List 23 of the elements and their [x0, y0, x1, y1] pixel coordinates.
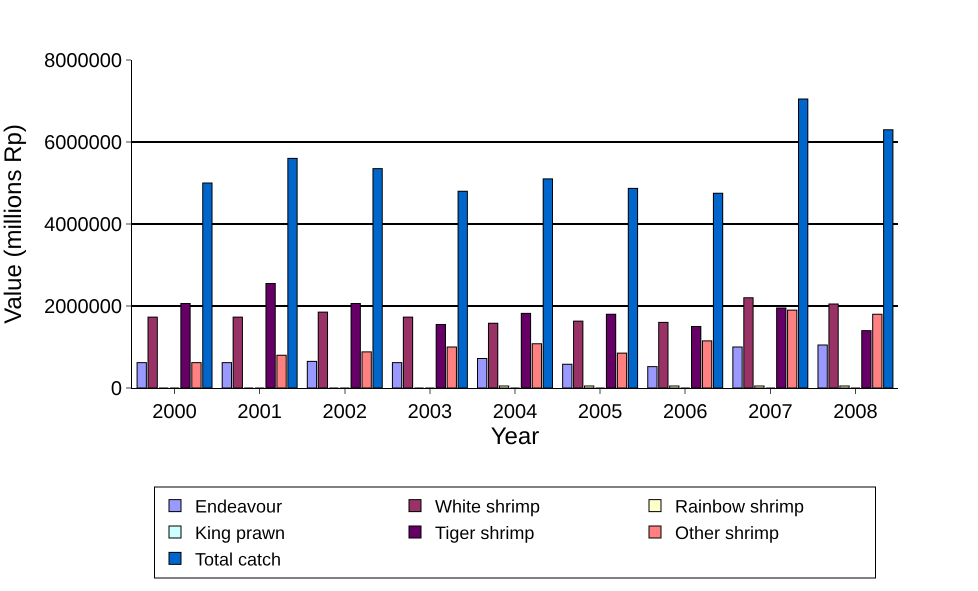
legend-label: Endeavour — [195, 496, 282, 517]
y-tick-label: 4000000 — [44, 214, 122, 236]
legend-label: White shrimp — [435, 496, 540, 517]
x-tick-label: 2001 — [237, 401, 282, 423]
legend-label: Other shrimp — [675, 523, 780, 544]
x-tick-label: 2003 — [408, 401, 452, 423]
x-tick-label: 2005 — [578, 401, 622, 423]
x-axis-title: Year — [490, 423, 540, 450]
x-tick-label: 2002 — [322, 401, 368, 423]
x-tick-label: 2008 — [833, 401, 878, 423]
y-tick-label: 8000000 — [44, 50, 122, 72]
y-tick-label: 6000000 — [44, 132, 122, 154]
legend-label: Rainbow shrimp — [675, 496, 804, 517]
y-tick-label: 0 — [110, 378, 122, 400]
y-tick-label: 2000000 — [44, 296, 122, 318]
y-axis-title: Value (millions Rp) — [0, 124, 28, 324]
x-tick-label: 2006 — [662, 401, 708, 423]
legend-label: Tiger shrimp — [435, 523, 534, 544]
legend-label: Total catch — [195, 549, 282, 570]
legend-label: King prawn — [195, 523, 286, 544]
x-tick-label: 2004 — [492, 401, 538, 423]
x-tick-label: 2000 — [152, 401, 197, 423]
x-tick-label: 2007 — [748, 401, 793, 423]
